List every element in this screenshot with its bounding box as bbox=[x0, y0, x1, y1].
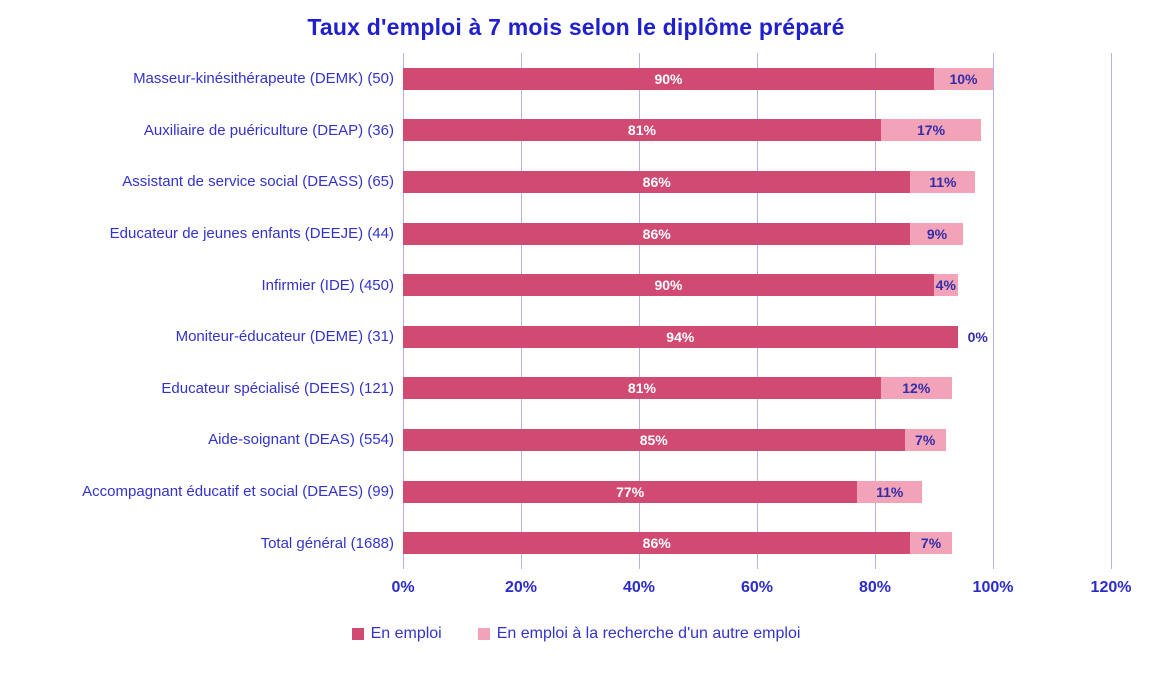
legend: En emploi En emploi à la recherche d'un … bbox=[0, 625, 1152, 643]
gridline-20% bbox=[521, 53, 522, 569]
chart-body: Masseur-kinésithérapeute (DEMK) (50) Auxi… bbox=[0, 53, 1152, 569]
x-tick-60%: 60% bbox=[740, 579, 774, 596]
bar-row: 86% 9% bbox=[403, 208, 1111, 260]
bar-value-en-emploi: 90% bbox=[654, 70, 683, 87]
bar-value-recherche-autre-emploi: 12% bbox=[902, 380, 931, 397]
legend-swatch-en-emploi bbox=[351, 628, 364, 640]
bar-value-recherche-autre-emploi: 4% bbox=[935, 277, 956, 294]
bar-row: 90% 10% bbox=[403, 53, 1111, 105]
bar-row: 81% 12% bbox=[403, 363, 1111, 415]
x-tick-120%: 120% bbox=[1090, 579, 1132, 596]
bar-value-en-emploi: 81% bbox=[627, 122, 656, 139]
bar-value-en-emploi: 94% bbox=[666, 328, 695, 345]
bar-value-en-emploi: 86% bbox=[642, 225, 671, 242]
bar-segment-recherche-autre-emploi: 9% bbox=[910, 222, 964, 245]
category-label: Auxiliaire de puériculture (DEAP) (36) bbox=[143, 121, 394, 139]
category-label: Moniteur-éducateur (DEME) (31) bbox=[175, 328, 394, 346]
category-label: Total général (1688) bbox=[260, 534, 394, 552]
bar-segment-en-emploi: 86% bbox=[403, 532, 911, 555]
x-tick-40%: 40% bbox=[622, 579, 656, 596]
bar-segment-recherche-autre-emploi: 7% bbox=[904, 428, 946, 451]
bar-segment-en-emploi: 81% bbox=[403, 119, 881, 142]
category-label: Masseur-kinésithérapeute (DEMK) (50) bbox=[133, 70, 394, 88]
bar-segment-en-emploi: 90% bbox=[403, 67, 934, 90]
bar-segment-en-emploi: 81% bbox=[403, 377, 881, 400]
bar-value-en-emploi: 81% bbox=[627, 380, 656, 397]
x-tick-80%: 80% bbox=[858, 579, 892, 596]
bar-value-recherche-autre-emploi: 17% bbox=[917, 122, 946, 139]
legend-label-recherche-autre-emploi: En emploi à la recherche d'un autre empl… bbox=[496, 625, 801, 642]
bar-row: 85% 7% bbox=[403, 414, 1111, 466]
bar-segment-recherche-autre-emploi: 10% bbox=[934, 67, 993, 90]
bar-segment-en-emploi: 86% bbox=[403, 222, 911, 245]
bar-segment-recherche-autre-emploi: 17% bbox=[880, 119, 982, 142]
legend-swatch-recherche-autre-emploi bbox=[477, 628, 490, 640]
bar-segment-recherche-autre-emploi: 11% bbox=[910, 170, 976, 193]
category-label: Aide-soignant (DEAS) (554) bbox=[208, 431, 394, 449]
gridline-120% bbox=[1111, 53, 1112, 569]
gridline-80% bbox=[875, 53, 876, 569]
bar-row: 86% 7% bbox=[403, 517, 1111, 569]
gridline-40% bbox=[639, 53, 640, 569]
bar-value-recherche-autre-emploi: 9% bbox=[926, 225, 948, 242]
bar-value-en-emploi: 86% bbox=[642, 535, 671, 552]
bar-segment-recherche-autre-emploi: 12% bbox=[880, 377, 952, 400]
plot-area: 90% 10% 81% 17% 86% 11% 86% 9% 90% 4% 94% 0% 81% 12% 8… bbox=[403, 53, 1112, 569]
bar-value-recherche-autre-emploi: 0% bbox=[967, 328, 988, 345]
bar-row: 77% 11% bbox=[403, 466, 1111, 518]
bar-segment-en-emploi: 85% bbox=[403, 428, 905, 451]
category-label: Assistant de service social (DEASS) (65) bbox=[122, 173, 394, 191]
bar-row: 90% 4% bbox=[403, 259, 1111, 311]
x-tick-100%: 100% bbox=[972, 579, 1014, 596]
category-label: Educateur spécialisé (DEES) (121) bbox=[161, 379, 394, 397]
bar-value-recherche-autre-emploi: 11% bbox=[929, 173, 957, 190]
bar-segment-en-emploi: 77% bbox=[403, 480, 858, 503]
bar-value-en-emploi: 86% bbox=[642, 173, 671, 190]
x-axis: 0% 20% 40% 60% 80% 100% 120% bbox=[391, 569, 1131, 603]
bar-row: 94% 0% bbox=[403, 311, 1111, 363]
category-label: Educateur de jeunes enfants (DEEJE) (44) bbox=[109, 225, 394, 243]
bar-value-recherche-autre-emploi: 7% bbox=[920, 535, 942, 552]
bar-segment-recherche-autre-emploi: 4% bbox=[934, 274, 958, 297]
bar-value-recherche-autre-emploi: 7% bbox=[915, 431, 936, 448]
bar-segment-recherche-autre-emploi: 7% bbox=[910, 532, 952, 555]
category-label: Accompagnant éducatif et social (DEAES) … bbox=[82, 483, 394, 501]
bar-segment-en-emploi: 90% bbox=[403, 274, 934, 297]
x-tick-20%: 20% bbox=[504, 579, 538, 596]
bar-value-en-emploi: 85% bbox=[639, 431, 668, 448]
gridline-0% bbox=[403, 53, 404, 569]
bar-segment-recherche-autre-emploi: 11% bbox=[857, 480, 923, 503]
gridline-60% bbox=[757, 53, 758, 569]
bar-segment-en-emploi: 94% bbox=[403, 325, 958, 348]
chart-title: Taux d'emploi à 7 mois selon le diplôme … bbox=[307, 14, 845, 40]
bar-segment-en-emploi: 86% bbox=[403, 170, 911, 193]
legend-item-en-emploi: En emploi bbox=[351, 625, 442, 643]
bar-value-en-emploi: 90% bbox=[654, 277, 683, 294]
bar-value-recherche-autre-emploi: 10% bbox=[949, 70, 978, 87]
category-label: Infirmier (IDE) (450) bbox=[261, 276, 394, 294]
bar-value-recherche-autre-emploi: 11% bbox=[876, 483, 904, 500]
bar-row: 86% 11% bbox=[403, 156, 1111, 208]
legend-label-en-emploi: En emploi bbox=[370, 625, 442, 642]
y-axis-labels: Masseur-kinésithérapeute (DEMK) (50) Auxi… bbox=[0, 53, 403, 569]
legend-item-recherche-autre-emploi: En emploi à la recherche d'un autre empl… bbox=[477, 625, 801, 643]
gridline-100% bbox=[993, 53, 994, 569]
x-tick-0%: 0% bbox=[391, 579, 415, 596]
bar-row: 81% 17% bbox=[403, 105, 1111, 157]
bar-value-en-emploi: 77% bbox=[616, 483, 645, 500]
